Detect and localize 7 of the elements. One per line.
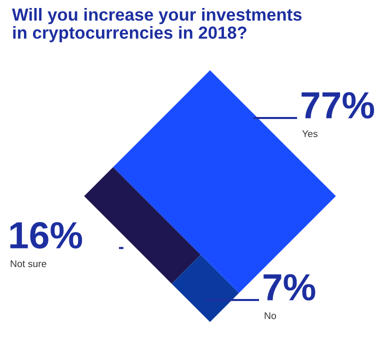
data-label: 7% bbox=[264, 274, 316, 301]
data-label: 16% bbox=[10, 222, 82, 249]
text: Will you increase your investments in cryptocurrencies in 2018? bbox=[12, 8, 302, 42]
data-label: 77% bbox=[302, 92, 374, 119]
category-label: Yes bbox=[302, 130, 318, 138]
category-label: No bbox=[264, 312, 276, 320]
category-label: Not sure bbox=[10, 260, 46, 268]
